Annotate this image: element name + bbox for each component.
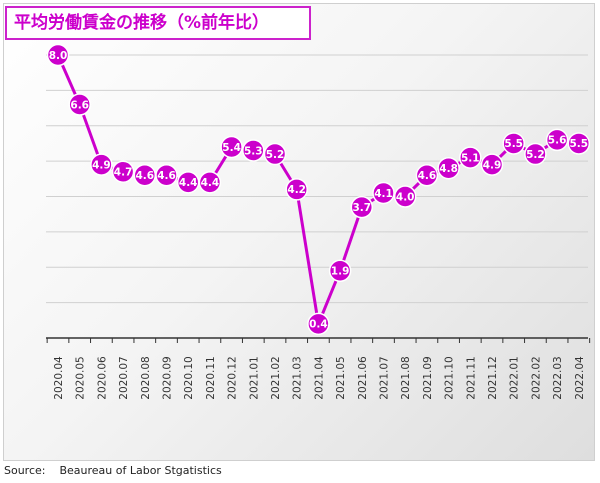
data-point — [68, 93, 91, 116]
data-label: 5.3 — [244, 145, 263, 157]
x-tick-label: 2021.12 — [487, 356, 499, 399]
x-tick-label: 2020.05 — [75, 356, 87, 399]
x-tick-label: 2021.08 — [400, 356, 412, 399]
data-point — [567, 132, 591, 155]
data-label: 4.9 — [92, 159, 111, 171]
data-point — [524, 142, 547, 166]
data-label: 3.7 — [352, 202, 371, 214]
data-point — [459, 146, 482, 169]
chart-title: 平均労働賃金の推移（%前年比） — [5, 6, 311, 40]
x-tick-label: 2021.11 — [465, 356, 477, 399]
data-point — [350, 195, 374, 219]
x-tick-label: 2022.02 — [530, 356, 542, 399]
x-tick-label: 2020.07 — [118, 356, 130, 399]
data-label: 5.2 — [266, 149, 285, 161]
x-tick-label: 2020.12 — [227, 356, 239, 399]
data-point — [372, 181, 395, 205]
data-label: 5.6 — [548, 135, 567, 147]
data-label: 6.6 — [70, 99, 89, 111]
data-label: 4.1 — [374, 188, 393, 200]
source-note: Source: Beaureau of Labor Stgatistics — [4, 464, 222, 477]
series-line — [56, 54, 580, 326]
x-tick-label: 2020.06 — [96, 356, 108, 400]
data-point — [393, 185, 417, 208]
data-point — [415, 164, 439, 187]
x-tick-label: 2021.02 — [270, 356, 282, 399]
data-label: 4.9 — [483, 159, 502, 171]
x-tick-label: 2021.01 — [248, 356, 260, 399]
data-label: 0.4 — [309, 319, 328, 331]
x-tick-label: 2021.03 — [292, 356, 304, 399]
x-tick-label: 2021.06 — [357, 356, 369, 400]
x-tick-label: 2022.04 — [574, 356, 586, 400]
data-label: 5.2 — [526, 149, 545, 161]
data-label: 5.1 — [461, 152, 480, 164]
x-tick-label: 2021.09 — [422, 356, 434, 399]
data-label: 8.0 — [49, 50, 68, 62]
data-point — [328, 259, 352, 283]
data-point — [220, 135, 243, 159]
data-point — [46, 43, 70, 67]
data-point — [155, 164, 178, 187]
x-tick-label: 2020.09 — [162, 356, 174, 399]
x-tick-label: 2021.04 — [313, 356, 325, 400]
x-tick-label: 2020.08 — [140, 356, 152, 399]
data-label: 5.5 — [569, 138, 588, 150]
data-label: 4.0 — [396, 191, 415, 203]
data-point — [285, 178, 308, 201]
x-tick-label: 2021.10 — [444, 356, 456, 399]
data-point — [480, 153, 504, 176]
x-tick-label: 2022.01 — [509, 356, 521, 399]
data-label: 5.5 — [504, 138, 523, 150]
data-label: 4.6 — [418, 170, 437, 182]
data-label: 4.4 — [179, 177, 198, 189]
data-point — [90, 153, 113, 176]
x-tick-label: 2022.03 — [552, 356, 564, 399]
x-tick-label: 2020.10 — [183, 356, 195, 399]
data-label: 5.4 — [222, 142, 241, 154]
x-tick-label: 2021.07 — [379, 356, 391, 399]
data-label: 1.9 — [331, 266, 350, 278]
data-point — [307, 312, 330, 336]
data-point — [263, 142, 287, 166]
data-point — [502, 132, 525, 155]
data-point — [111, 160, 135, 183]
data-point — [437, 156, 460, 180]
data-label: 4.6 — [135, 170, 154, 182]
data-label: 4.8 — [439, 163, 458, 175]
data-label: 4.7 — [114, 167, 133, 179]
data-label: 4.6 — [157, 170, 176, 182]
data-label: 4.4 — [201, 177, 220, 189]
x-tick-label: 2020.04 — [53, 356, 65, 400]
data-label: 4.2 — [287, 184, 306, 196]
data-point — [242, 139, 265, 162]
x-tick-label: 2021.05 — [335, 356, 347, 399]
data-point — [198, 171, 222, 194]
x-tick-label: 2020.11 — [205, 356, 217, 399]
data-point — [545, 128, 569, 152]
